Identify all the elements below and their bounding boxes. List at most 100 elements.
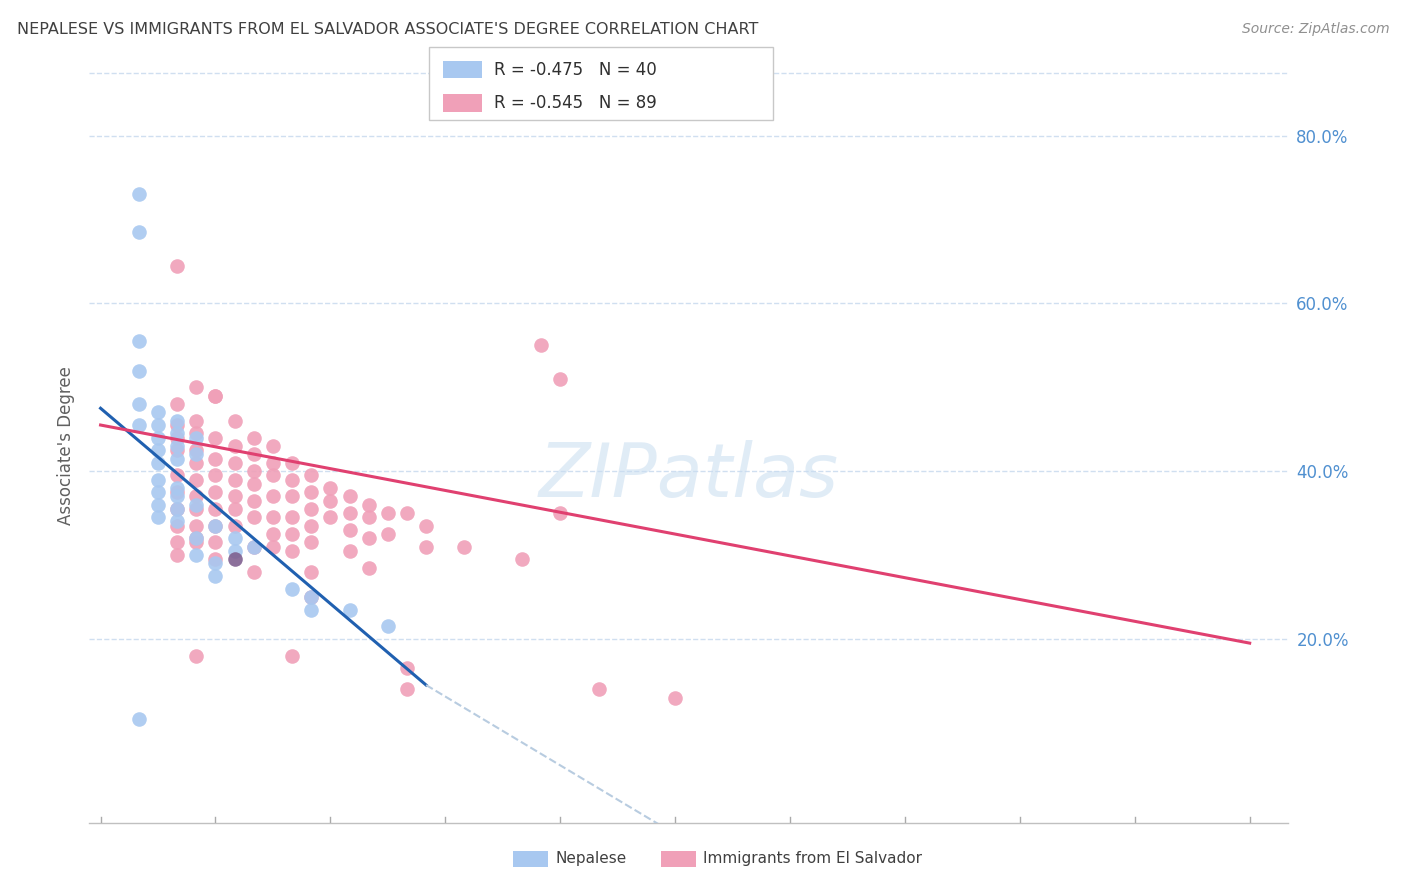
Point	[186, 426, 208, 441]
Point	[204, 557, 226, 571]
Point	[186, 380, 208, 394]
Point	[299, 590, 322, 604]
Point	[128, 363, 150, 377]
Text: Source: ZipAtlas.com: Source: ZipAtlas.com	[1241, 22, 1389, 37]
Point	[242, 431, 264, 445]
Point	[146, 405, 169, 419]
Text: Immigrants from El Salvador: Immigrants from El Salvador	[703, 852, 922, 866]
Point	[146, 485, 169, 500]
Text: ZIPatlas: ZIPatlas	[538, 440, 838, 512]
Point	[281, 648, 304, 663]
Point	[357, 560, 380, 574]
Point	[281, 456, 304, 470]
Point	[224, 489, 246, 503]
Point	[128, 334, 150, 348]
Point	[339, 523, 361, 537]
Point	[319, 493, 342, 508]
Point	[146, 443, 169, 458]
Point	[204, 502, 226, 516]
Point	[242, 540, 264, 554]
Point	[186, 648, 208, 663]
Point	[166, 485, 188, 500]
Point	[664, 690, 686, 705]
Point	[395, 506, 418, 520]
Point	[186, 531, 208, 545]
Point	[262, 456, 284, 470]
Point	[166, 502, 188, 516]
Point	[146, 431, 169, 445]
Point	[242, 510, 264, 524]
Point	[262, 540, 284, 554]
Point	[224, 473, 246, 487]
Point	[299, 565, 322, 579]
Point	[146, 498, 169, 512]
Point	[166, 417, 188, 432]
Point	[128, 397, 150, 411]
Point	[204, 518, 226, 533]
Point	[186, 498, 208, 512]
Point	[395, 682, 418, 697]
Point	[299, 518, 322, 533]
Point	[146, 473, 169, 487]
Point	[224, 456, 246, 470]
Point	[242, 540, 264, 554]
Point	[204, 389, 226, 403]
Point	[299, 485, 322, 500]
Point	[166, 431, 188, 445]
Point	[204, 552, 226, 566]
Point	[186, 489, 208, 503]
Point	[166, 439, 188, 453]
Point	[204, 518, 226, 533]
Y-axis label: Associate's Degree: Associate's Degree	[58, 367, 75, 525]
Point	[299, 602, 322, 616]
Point	[166, 397, 188, 411]
Text: Nepalese: Nepalese	[555, 852, 627, 866]
Point	[224, 552, 246, 566]
Point	[166, 515, 188, 529]
Point	[186, 431, 208, 445]
Point	[186, 456, 208, 470]
Point	[339, 602, 361, 616]
Point	[262, 527, 284, 541]
Point	[224, 518, 246, 533]
Point	[548, 372, 571, 386]
Point	[166, 468, 188, 483]
Point	[224, 502, 246, 516]
Point	[166, 481, 188, 495]
Point	[166, 548, 188, 562]
Point	[166, 426, 188, 441]
Point	[339, 506, 361, 520]
Text: NEPALESE VS IMMIGRANTS FROM EL SALVADOR ASSOCIATE'S DEGREE CORRELATION CHART: NEPALESE VS IMMIGRANTS FROM EL SALVADOR …	[17, 22, 758, 37]
Point	[186, 473, 208, 487]
Point	[281, 473, 304, 487]
Point	[548, 506, 571, 520]
Point	[588, 682, 610, 697]
Point	[339, 489, 361, 503]
Point	[415, 518, 437, 533]
Point	[146, 417, 169, 432]
Point	[377, 527, 399, 541]
Point	[186, 414, 208, 428]
Point	[204, 535, 226, 549]
Point	[242, 447, 264, 461]
Point	[204, 485, 226, 500]
Point	[299, 590, 322, 604]
Point	[224, 414, 246, 428]
Point	[377, 619, 399, 633]
Point	[128, 225, 150, 239]
Point	[299, 502, 322, 516]
Point	[339, 544, 361, 558]
Point	[166, 259, 188, 273]
Point	[530, 338, 553, 352]
Point	[186, 502, 208, 516]
Point	[186, 531, 208, 545]
Point	[166, 535, 188, 549]
Point	[281, 510, 304, 524]
Point	[395, 661, 418, 675]
Point	[166, 451, 188, 466]
Point	[357, 498, 380, 512]
Point	[204, 468, 226, 483]
Point	[186, 548, 208, 562]
Point	[166, 502, 188, 516]
Point	[128, 187, 150, 202]
